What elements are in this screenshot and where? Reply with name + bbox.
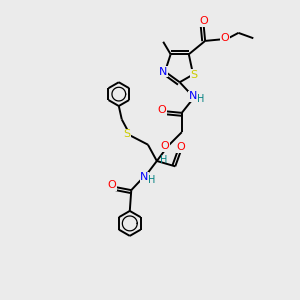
Text: H: H	[160, 154, 167, 164]
Text: O: O	[220, 33, 229, 43]
Text: O: O	[107, 180, 116, 190]
Text: O: O	[199, 16, 208, 26]
Text: O: O	[176, 142, 185, 152]
Text: O: O	[161, 141, 170, 151]
Text: S: S	[123, 129, 130, 139]
Text: N: N	[189, 91, 197, 101]
Text: H: H	[197, 94, 204, 104]
Text: N: N	[140, 172, 148, 182]
Text: O: O	[158, 105, 167, 115]
Text: H: H	[148, 175, 156, 185]
Text: S: S	[190, 70, 197, 80]
Text: N: N	[159, 67, 168, 76]
